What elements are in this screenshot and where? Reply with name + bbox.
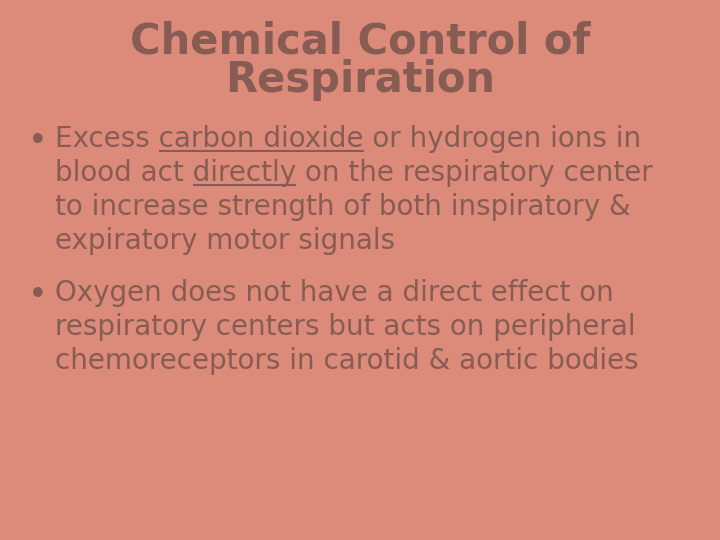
- Text: expiratory motor signals: expiratory motor signals: [55, 227, 395, 255]
- Text: •: •: [28, 125, 48, 158]
- Text: blood act directly on the respiratory center: blood act directly on the respiratory ce…: [55, 159, 653, 187]
- Text: chemoreceptors in carotid & aortic bodies: chemoreceptors in carotid & aortic bodie…: [55, 347, 639, 375]
- Text: respiratory centers but acts on peripheral: respiratory centers but acts on peripher…: [55, 313, 636, 341]
- Text: Excess carbon dioxide or hydrogen ions in: Excess carbon dioxide or hydrogen ions i…: [55, 125, 641, 153]
- Text: to increase strength of both inspiratory &: to increase strength of both inspiratory…: [55, 193, 631, 221]
- Text: •: •: [28, 279, 48, 312]
- Text: Respiration: Respiration: [225, 59, 495, 101]
- Text: Chemical Control of: Chemical Control of: [130, 21, 590, 63]
- Text: Oxygen does not have a direct effect on: Oxygen does not have a direct effect on: [55, 279, 613, 307]
